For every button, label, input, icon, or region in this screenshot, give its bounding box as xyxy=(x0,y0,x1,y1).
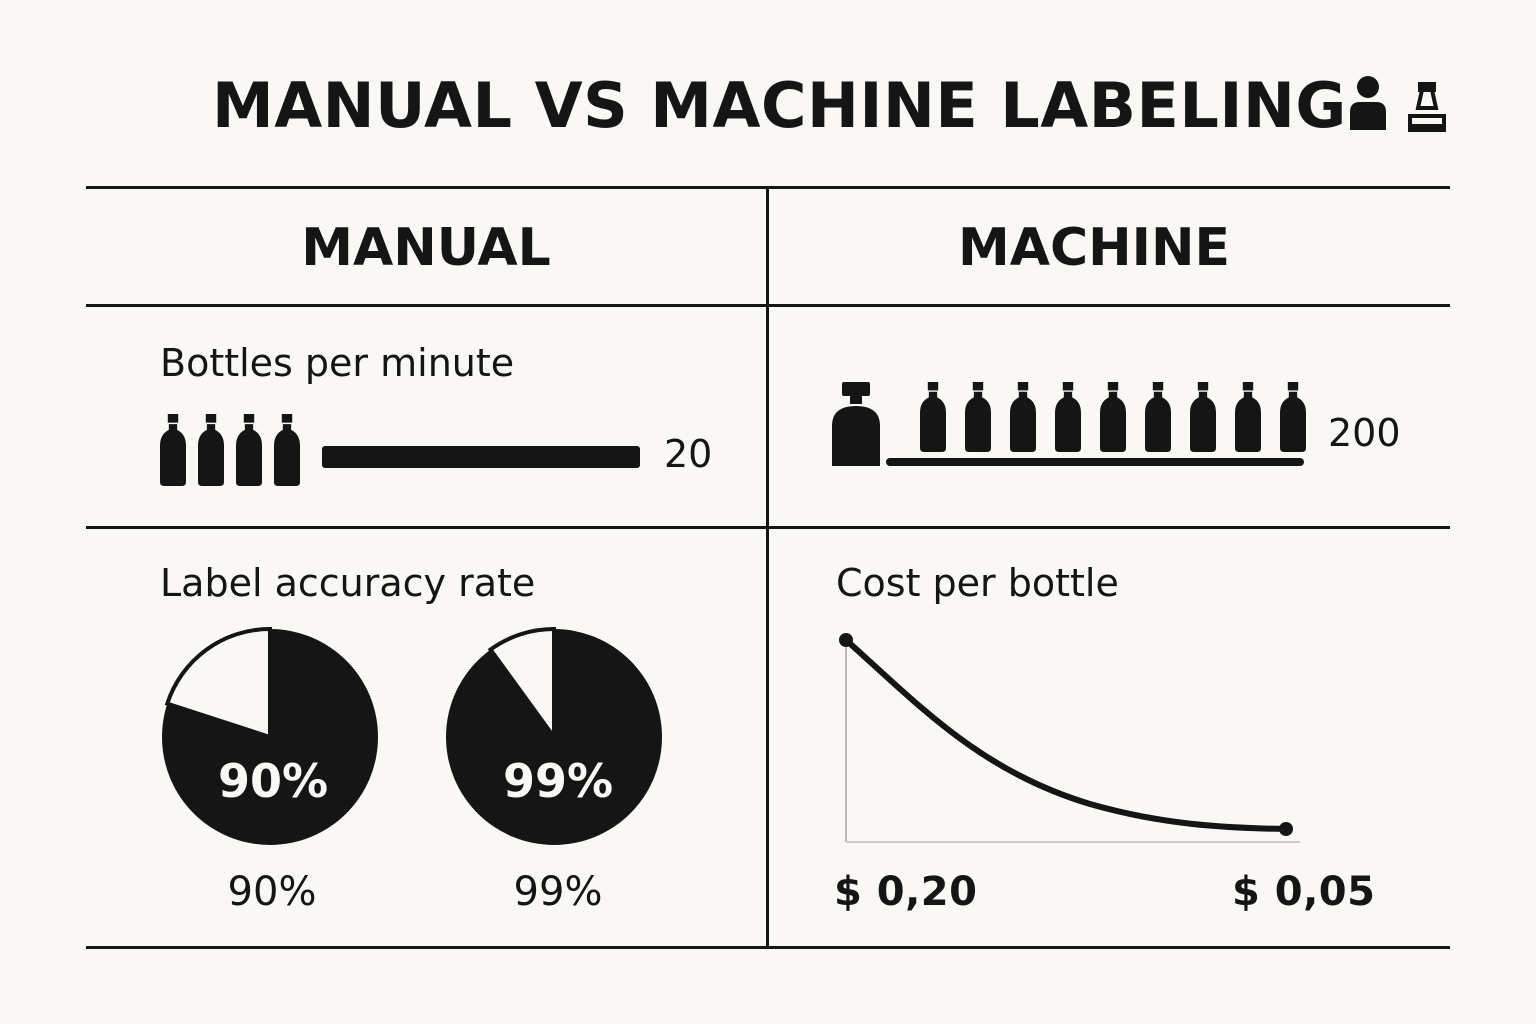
title-icons xyxy=(1346,74,1450,136)
manual-throughput-value: 20 xyxy=(664,432,713,476)
manual-throughput-bar xyxy=(322,446,640,468)
cost-end-label: $ 0,05 xyxy=(1232,869,1376,915)
column-header-machine: MACHINE xyxy=(957,218,1231,278)
page-title: MANUAL VS MACHINE LABELING xyxy=(212,69,1347,142)
bottle-icon xyxy=(1100,382,1126,452)
bottle-icon xyxy=(920,382,946,452)
conveyor-belt xyxy=(886,458,1304,466)
column-header-manual: MANUAL xyxy=(301,218,551,278)
bottle-icon xyxy=(1280,382,1306,452)
cost-curve-chart xyxy=(839,633,1300,843)
machine-accuracy-caption: 99% xyxy=(513,869,603,915)
cost-start-label: $ 0,20 xyxy=(834,869,978,915)
cost-end-point xyxy=(1279,822,1293,836)
bottle-icon xyxy=(965,382,991,452)
accuracy-label: Label accuracy rate xyxy=(160,561,536,605)
machine-pie-label: 99% xyxy=(503,754,613,808)
bottle-icon xyxy=(1145,382,1171,452)
bottle-icon xyxy=(1010,382,1036,452)
bottle-icon xyxy=(1055,382,1081,452)
manual-pie-label: 90% xyxy=(218,754,328,808)
machine-throughput-value: 200 xyxy=(1328,411,1401,455)
bottle-icon xyxy=(198,414,224,486)
bottle-icon xyxy=(160,414,186,486)
machine-throughput-graphic xyxy=(832,382,1306,466)
cost-label: Cost per bottle xyxy=(836,561,1119,605)
bottle-icon xyxy=(1190,382,1216,452)
bottle-icon xyxy=(236,414,262,486)
machine-pie-gap xyxy=(487,626,556,744)
throughput-label: Bottles per minute xyxy=(160,341,515,385)
labeling-machine-icon xyxy=(1408,82,1446,132)
manual-accuracy-caption: 90% xyxy=(227,869,317,915)
column-divider xyxy=(766,188,769,948)
cost-curve xyxy=(843,637,1289,832)
cost-start-point xyxy=(839,633,853,647)
bottle-icon xyxy=(1235,382,1261,452)
machine-accuracy-pie: 99% xyxy=(446,626,662,845)
manual-throughput-graphic xyxy=(160,414,640,486)
labeler-icon xyxy=(832,382,880,466)
manual-pie-gap xyxy=(164,626,272,740)
manual-accuracy-pie: 90% xyxy=(162,626,378,845)
table-top-rule xyxy=(86,186,1450,189)
bottle-icon xyxy=(274,414,300,486)
person-icon xyxy=(1350,76,1386,130)
